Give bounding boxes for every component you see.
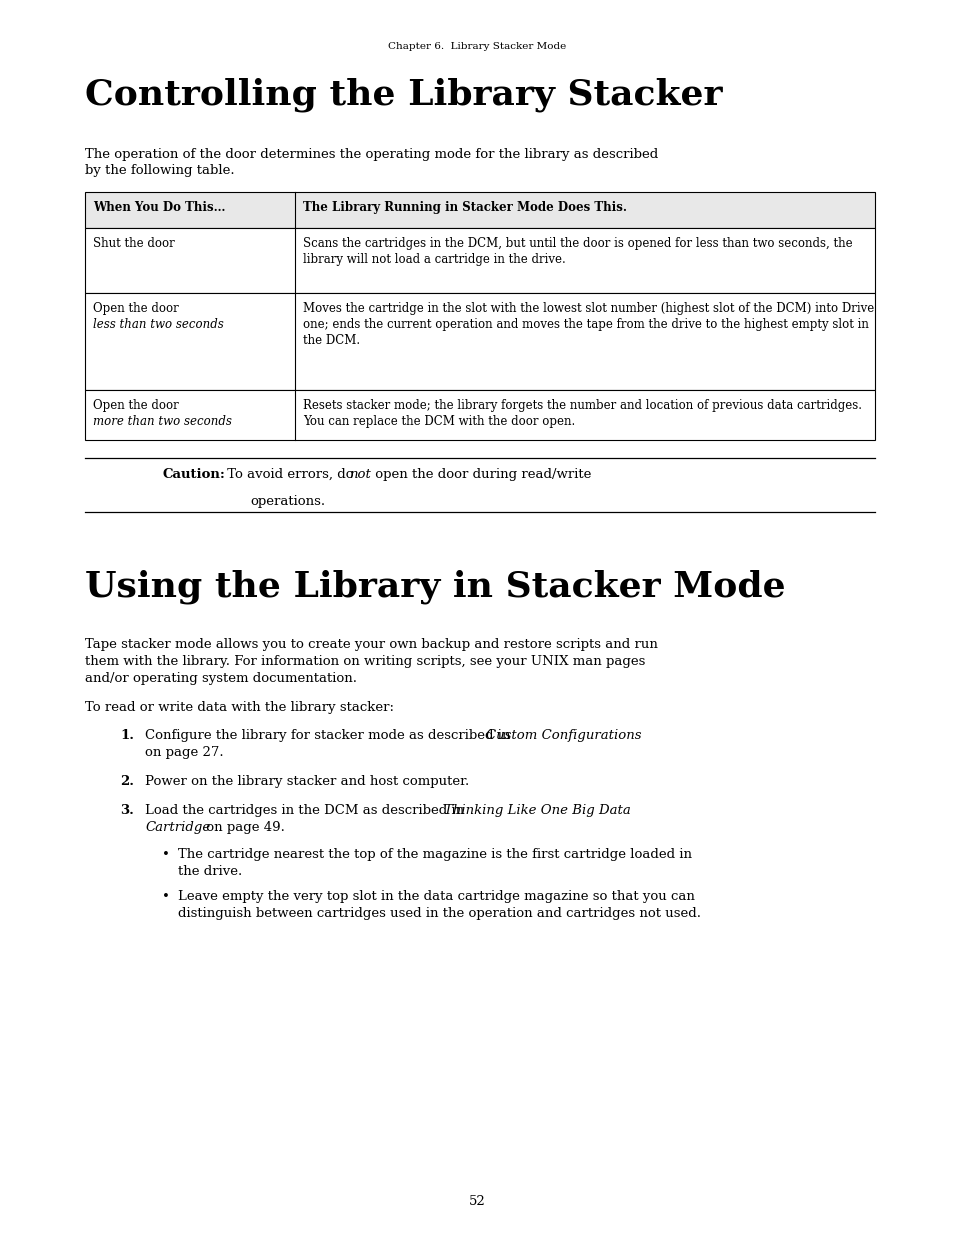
Text: Leave empty the very top slot in the data cartridge magazine so that you can: Leave empty the very top slot in the dat… [178, 890, 694, 903]
Text: You can replace the DCM with the door open.: You can replace the DCM with the door op… [303, 415, 575, 429]
Text: When You Do This…: When You Do This… [92, 201, 225, 214]
Text: Controlling the Library Stacker: Controlling the Library Stacker [85, 78, 721, 112]
Bar [85, 191, 874, 228]
Text: library will not load a cartridge in the drive.: library will not load a cartridge in the… [303, 253, 565, 266]
Text: 3.: 3. [120, 804, 133, 818]
Text: and/or operating system documentation.: and/or operating system documentation. [85, 672, 356, 685]
Text: Resets stacker mode; the library forgets the number and location of previous dat: Resets stacker mode; the library forgets… [303, 399, 862, 412]
Text: open the door during read/write: open the door during read/write [371, 468, 591, 480]
Text: by the following table.: by the following table. [85, 164, 234, 177]
Text: operations.: operations. [250, 495, 325, 508]
Text: the drive.: the drive. [178, 864, 242, 878]
Text: more than two seconds: more than two seconds [92, 415, 232, 429]
Text: Configure the library for stacker mode as described in: Configure the library for stacker mode a… [145, 729, 514, 742]
Text: The cartridge nearest the top of the magazine is the first cartridge loaded in: The cartridge nearest the top of the mag… [178, 848, 691, 861]
Text: on page 27.: on page 27. [145, 746, 223, 760]
Bar [85, 228, 874, 293]
Text: one; ends the current operation and moves the tape from the drive to the highest: one; ends the current operation and move… [303, 317, 868, 331]
Text: not: not [349, 468, 371, 480]
Text: Shut the door: Shut the door [92, 237, 174, 249]
Text: Using the Library in Stacker Mode: Using the Library in Stacker Mode [85, 571, 785, 604]
Text: The operation of the door determines the operating mode for the library as descr: The operation of the door determines the… [85, 148, 658, 161]
Text: 1.: 1. [120, 729, 133, 742]
Text: Load the cartridges in the DCM as described in: Load the cartridges in the DCM as descri… [145, 804, 468, 818]
Text: Scans the cartridges in the DCM, but until the door is opened for less than two : Scans the cartridges in the DCM, but unt… [303, 237, 852, 249]
Text: Thinking Like One Big Data: Thinking Like One Big Data [443, 804, 630, 818]
Text: Cartridge: Cartridge [145, 821, 210, 834]
Text: them with the library. For information on writing scripts, see your UNIX man pag: them with the library. For information o… [85, 655, 644, 668]
Text: Chapter 6.  Library Stacker Mode: Chapter 6. Library Stacker Mode [388, 42, 565, 51]
Text: •: • [162, 890, 170, 903]
Text: Open the door: Open the door [92, 399, 178, 412]
Text: Tape stacker mode allows you to create your own backup and restore scripts and r: Tape stacker mode allows you to create y… [85, 638, 658, 651]
Text: Moves the cartridge in the slot with the lowest slot number (highest slot of the: Moves the cartridge in the slot with the… [303, 303, 873, 315]
Text: The Library Running in Stacker Mode Does This.: The Library Running in Stacker Mode Does… [303, 201, 626, 214]
Bar [85, 390, 874, 440]
Text: To read or write data with the library stacker:: To read or write data with the library s… [85, 701, 394, 714]
Text: Power on the library stacker and host computer.: Power on the library stacker and host co… [145, 776, 469, 788]
Text: To avoid errors, do: To avoid errors, do [223, 468, 357, 480]
Text: Caution:: Caution: [163, 468, 226, 480]
Text: less than two seconds: less than two seconds [92, 317, 224, 331]
Text: distinguish between cartridges used in the operation and cartridges not used.: distinguish between cartridges used in t… [178, 906, 700, 920]
Text: •: • [162, 848, 170, 861]
Text: 52: 52 [468, 1195, 485, 1208]
Text: 2.: 2. [120, 776, 133, 788]
Text: Open the door: Open the door [92, 303, 178, 315]
Bar [85, 293, 874, 390]
Text: on page 49.: on page 49. [202, 821, 285, 834]
Text: the DCM.: the DCM. [303, 333, 359, 347]
Text: Custom Configurations: Custom Configurations [485, 729, 640, 742]
